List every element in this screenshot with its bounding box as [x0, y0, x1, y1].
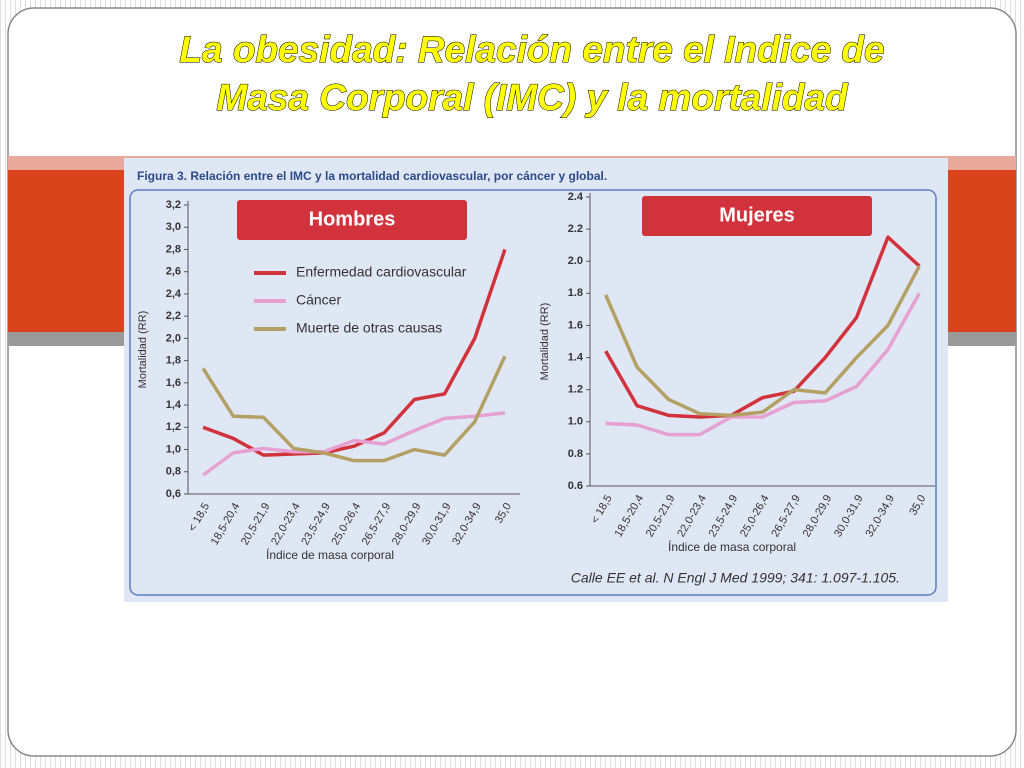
y-tick-label: 0.6	[568, 480, 583, 492]
y-tick-label: 2,4	[166, 288, 182, 300]
y-tick-label: 1,0	[166, 443, 181, 455]
figure-caption: Figura 3. Relación entre el IMC y la mor…	[137, 169, 607, 183]
title-group: La obesidad: Relación entre el Indice de…	[179, 28, 885, 118]
y-tick-label: 1.2	[568, 384, 583, 396]
y-tick-label: 1,6	[166, 377, 181, 389]
y-tick-label: 1.6	[568, 319, 583, 331]
panel-title: Mujeres	[719, 204, 795, 226]
y-tick-label: 3,0	[166, 221, 181, 233]
slide-title: La obesidad: Relación entre el Indice de	[179, 29, 884, 70]
y-tick-label: 1,8	[166, 355, 181, 367]
legend-label: Cáncer	[296, 292, 341, 308]
panel-title: Hombres	[309, 208, 396, 230]
y-axis-label: Mortalidad (RR)	[137, 311, 149, 389]
y-tick-label: 2,2	[166, 310, 181, 322]
y-tick-label: 2,6	[166, 266, 181, 278]
y-tick-label: 1,2	[166, 421, 181, 433]
legend-label: Muerte de otras causas	[296, 320, 442, 336]
panel-title-box	[642, 196, 872, 236]
y-tick-label: 0.8	[568, 448, 583, 460]
figure-border	[129, 189, 937, 596]
y-tick-label: 2,0	[166, 332, 181, 344]
y-tick-label: 2,8	[166, 243, 181, 255]
legend-label: Enfermedad cardiovascular	[296, 264, 467, 280]
y-axis-label: Mortalidad (RR)	[539, 303, 551, 381]
series-line	[202, 411, 506, 477]
y-tick-label: 1.8	[568, 287, 583, 299]
citation: Calle EE et al. N Engl J Med 1999; 341: …	[571, 570, 900, 586]
x-axis-label: Índice de masa corporal	[266, 547, 394, 562]
panel-title-box	[237, 200, 467, 240]
y-tick-label: 2.4	[568, 191, 584, 203]
y-tick-label: 1,4	[166, 399, 182, 411]
y-tick-label: 2.2	[568, 223, 583, 235]
y-tick-label: 0,8	[166, 466, 181, 478]
series-line	[201, 355, 507, 463]
y-tick-label: 0,6	[166, 488, 181, 500]
y-tick-label: 1.4	[568, 351, 584, 363]
y-tick-label: 1.0	[568, 416, 583, 428]
series-line	[604, 265, 921, 418]
slide-title: Masa Corporal (IMC) y la mortalidad	[216, 77, 849, 118]
y-tick-label: 3,2	[166, 199, 181, 211]
x-axis-label: Índice de masa corporal	[668, 539, 796, 554]
series-line	[604, 235, 921, 419]
series-line	[605, 292, 921, 437]
y-tick-label: 2.0	[568, 255, 583, 267]
